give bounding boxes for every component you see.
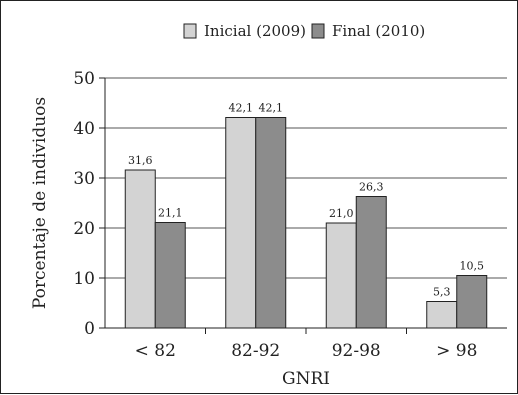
- y-tick-label: 20: [73, 219, 95, 239]
- y-axis-title: Porcentaje de individuos: [30, 97, 50, 309]
- bar: [355, 196, 387, 329]
- data-label: 5,3: [433, 286, 451, 299]
- legend-label: Final (2010): [332, 22, 425, 40]
- legend-label: Inicial (2009): [204, 22, 306, 40]
- y-tick-label: 0: [84, 319, 95, 339]
- y-tick-label: 10: [73, 269, 95, 289]
- axes: 0 10 20 30 40 50 < 82 82-92 92-98 > 98: [73, 69, 507, 361]
- y-tick-label: 40: [73, 119, 95, 139]
- bar: [255, 117, 287, 329]
- x-axis-title: GNRI: [282, 369, 330, 389]
- bars: 31,6 21,1 42,1 42,1 21,0 26,3 5,3 10,5: [124, 102, 488, 329]
- x-tick-label: > 98: [436, 341, 477, 361]
- bar: [124, 169, 156, 329]
- x-tick-label: 82-92: [231, 341, 280, 361]
- legend-swatch: [311, 23, 325, 39]
- data-label: 10,5: [460, 260, 485, 273]
- data-label: 26,3: [359, 181, 384, 194]
- y-tick-label: 50: [73, 69, 95, 89]
- data-label: 42,1: [259, 102, 284, 115]
- bar: [225, 117, 257, 329]
- data-label: 31,6: [128, 154, 153, 167]
- legend: Inicial (2009) Final (2010): [183, 22, 425, 40]
- y-tick-label: 30: [73, 169, 95, 189]
- bar: [456, 275, 488, 329]
- data-label: 42,1: [229, 102, 254, 115]
- x-tick-label: < 82: [135, 341, 176, 361]
- legend-swatch: [183, 23, 197, 39]
- data-label: 21,0: [329, 207, 354, 220]
- data-label: 21,1: [158, 207, 183, 220]
- bar: [325, 222, 357, 329]
- bar: [426, 301, 458, 329]
- bar: [154, 222, 186, 329]
- x-tick-label: 92-98: [332, 341, 381, 361]
